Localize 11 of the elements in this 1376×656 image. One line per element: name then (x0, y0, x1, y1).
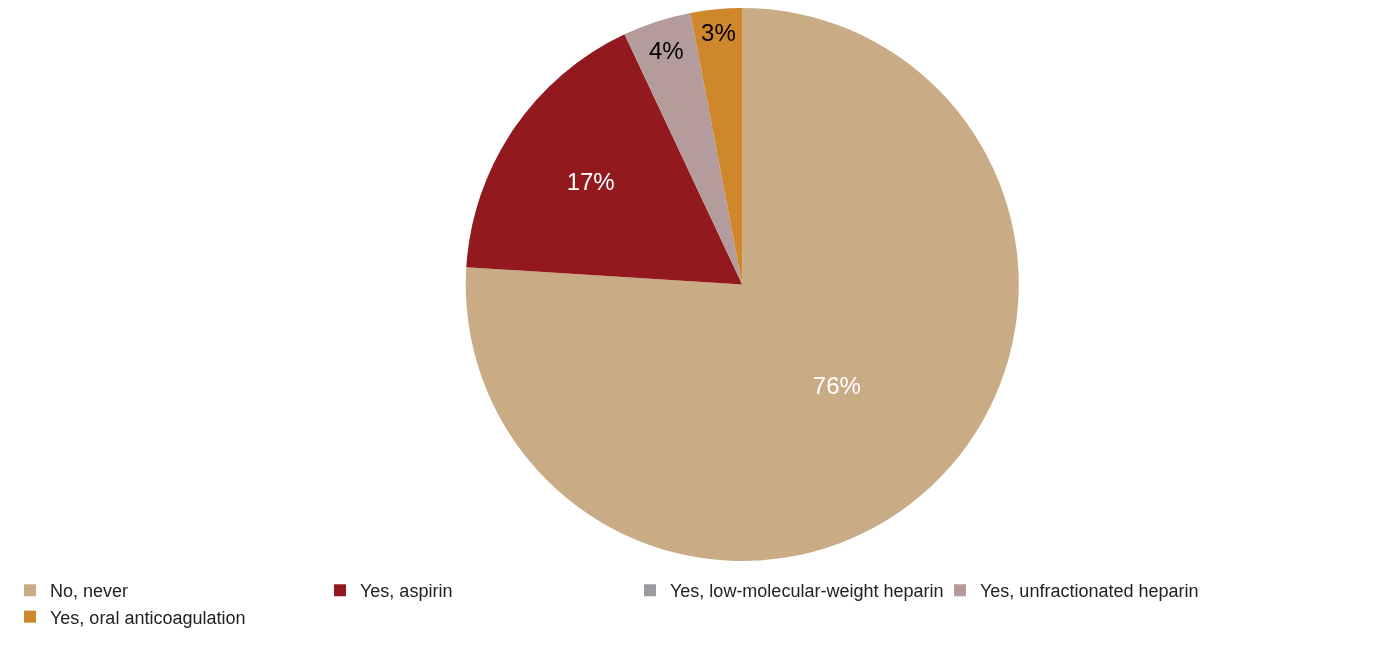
legend-label: Yes, aspirin (360, 581, 453, 602)
data-label: 4% (648, 37, 684, 65)
legend-label: No, never (50, 581, 129, 602)
data-label: 3% (701, 19, 736, 47)
pie-slice (624, 12, 743, 285)
legend-label: Yes, oral anticoagulation (50, 607, 246, 628)
pie-slice (466, 8, 1019, 561)
data-label: 17% (566, 168, 615, 196)
data-label: 76% (812, 371, 861, 399)
legend-label: Yes, low-molecular-weight heparin (670, 581, 944, 602)
legend-label: Yes, unfractionated heparin (980, 581, 1199, 602)
